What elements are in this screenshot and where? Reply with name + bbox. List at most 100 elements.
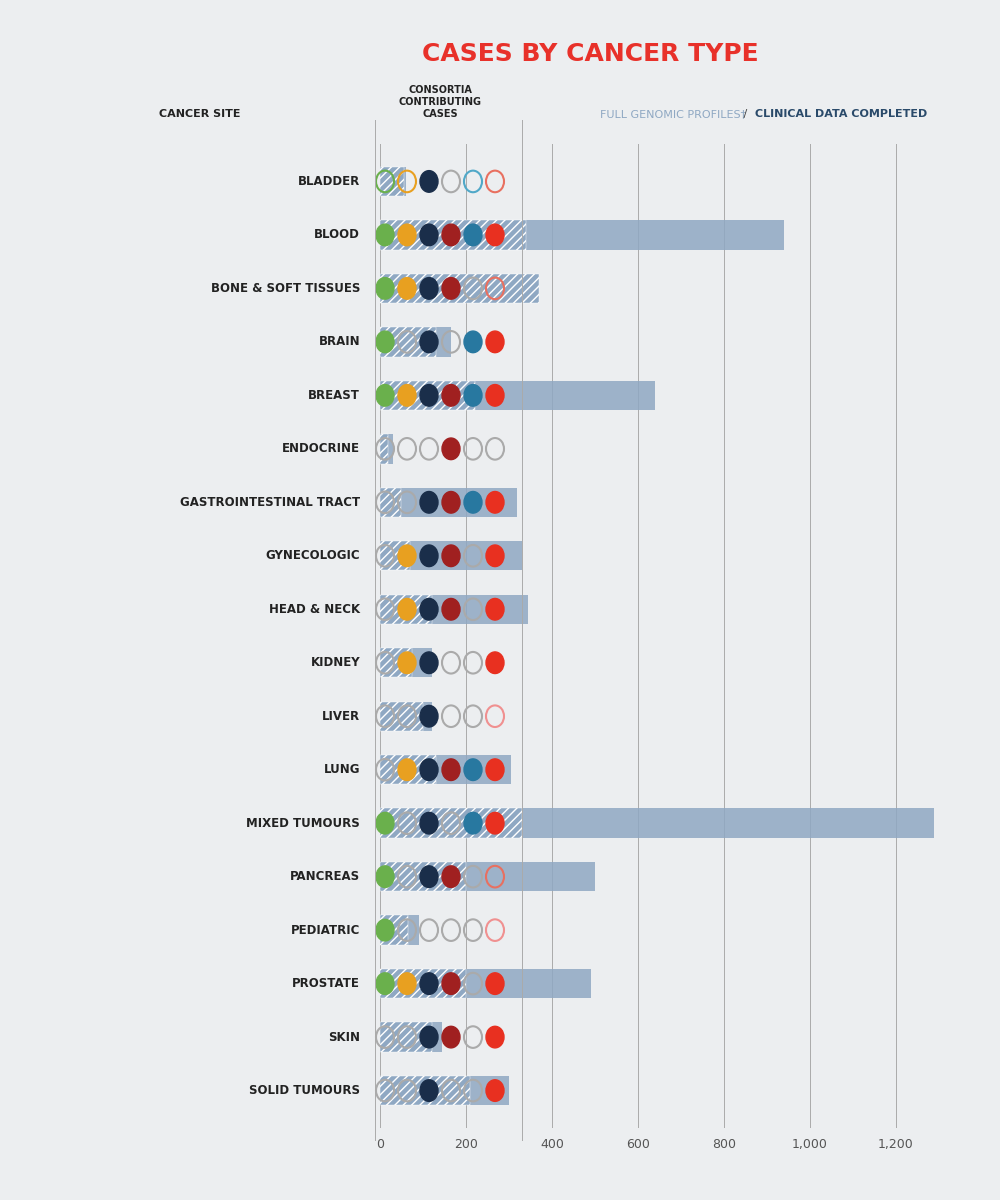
Text: CANCER SITE: CANCER SITE xyxy=(159,109,241,119)
Circle shape xyxy=(486,758,504,780)
Text: BRAIN: BRAIN xyxy=(318,335,360,348)
Text: CLINICAL DATA COMPLETED: CLINICAL DATA COMPLETED xyxy=(755,109,927,119)
Text: GYNECOLOGIC: GYNECOLOGIC xyxy=(265,550,360,563)
Circle shape xyxy=(442,438,460,460)
Circle shape xyxy=(376,866,394,888)
Circle shape xyxy=(398,545,416,566)
Circle shape xyxy=(464,812,482,834)
Circle shape xyxy=(420,492,438,514)
Bar xyxy=(380,968,591,998)
Text: CASES BY CANCER TYPE: CASES BY CANCER TYPE xyxy=(422,42,758,66)
Circle shape xyxy=(420,973,438,995)
Circle shape xyxy=(420,758,438,780)
Text: ENDOCRINE: ENDOCRINE xyxy=(282,443,360,455)
Circle shape xyxy=(486,1026,504,1048)
Text: BREAST: BREAST xyxy=(308,389,360,402)
Circle shape xyxy=(376,224,394,246)
Circle shape xyxy=(398,758,416,780)
Bar xyxy=(380,916,419,944)
Bar xyxy=(380,328,436,356)
Circle shape xyxy=(442,545,460,566)
Bar xyxy=(380,755,436,785)
Bar xyxy=(380,702,432,731)
Circle shape xyxy=(376,919,394,941)
Bar xyxy=(380,167,406,196)
Circle shape xyxy=(420,812,438,834)
Bar xyxy=(380,328,451,356)
Circle shape xyxy=(442,384,460,406)
Circle shape xyxy=(442,492,460,514)
Circle shape xyxy=(420,1080,438,1102)
Text: PROSTATE: PROSTATE xyxy=(292,977,360,990)
Bar xyxy=(380,167,404,196)
Circle shape xyxy=(442,973,460,995)
Circle shape xyxy=(420,1026,438,1048)
Circle shape xyxy=(486,1080,504,1102)
Text: SKIN: SKIN xyxy=(328,1031,360,1044)
Circle shape xyxy=(398,224,416,246)
Bar xyxy=(380,1022,442,1051)
Circle shape xyxy=(486,599,504,620)
Circle shape xyxy=(398,599,416,620)
Bar xyxy=(380,274,539,304)
Bar xyxy=(380,541,410,570)
Bar xyxy=(380,221,784,250)
Text: MIXED TUMOURS: MIXED TUMOURS xyxy=(246,817,360,829)
Circle shape xyxy=(420,331,438,353)
Circle shape xyxy=(486,331,504,353)
Text: LIVER: LIVER xyxy=(322,709,360,722)
Bar xyxy=(380,1022,432,1051)
Circle shape xyxy=(464,224,482,246)
Bar xyxy=(380,648,432,678)
Bar xyxy=(380,221,526,250)
Bar xyxy=(380,380,475,410)
Circle shape xyxy=(442,1026,460,1048)
Circle shape xyxy=(486,812,504,834)
Circle shape xyxy=(420,277,438,299)
Text: KIDNEY: KIDNEY xyxy=(310,656,360,670)
Circle shape xyxy=(398,277,416,299)
Circle shape xyxy=(420,652,438,673)
Circle shape xyxy=(486,384,504,406)
Bar xyxy=(380,1076,509,1105)
Circle shape xyxy=(486,492,504,514)
Circle shape xyxy=(420,599,438,620)
Bar xyxy=(380,274,539,304)
Bar xyxy=(380,487,401,517)
Circle shape xyxy=(464,492,482,514)
Circle shape xyxy=(442,224,460,246)
Bar xyxy=(380,755,511,785)
Circle shape xyxy=(442,277,460,299)
Circle shape xyxy=(376,277,394,299)
Bar xyxy=(380,380,655,410)
Bar xyxy=(380,541,522,570)
Text: GASTROINTESTINAL TRACT: GASTROINTESTINAL TRACT xyxy=(180,496,360,509)
Circle shape xyxy=(486,545,504,566)
Circle shape xyxy=(464,331,482,353)
Circle shape xyxy=(486,652,504,673)
Bar xyxy=(380,862,466,892)
Text: BLADDER: BLADDER xyxy=(298,175,360,188)
Text: FULL GENOMIC PROFILES†: FULL GENOMIC PROFILES† xyxy=(600,109,746,119)
Circle shape xyxy=(486,224,504,246)
Circle shape xyxy=(398,973,416,995)
Circle shape xyxy=(420,224,438,246)
Circle shape xyxy=(420,706,438,727)
Bar xyxy=(380,968,466,998)
Circle shape xyxy=(420,384,438,406)
Circle shape xyxy=(420,545,438,566)
Bar xyxy=(380,1076,470,1105)
Text: PEDIATRIC: PEDIATRIC xyxy=(291,924,360,937)
Bar xyxy=(380,809,522,838)
Circle shape xyxy=(398,652,416,673)
Text: BLOOD: BLOOD xyxy=(314,228,360,241)
Text: LUNG: LUNG xyxy=(324,763,360,776)
Circle shape xyxy=(442,599,460,620)
Bar xyxy=(380,916,408,944)
Bar xyxy=(380,702,423,731)
Bar xyxy=(380,862,595,892)
Text: BONE & SOFT TISSUES: BONE & SOFT TISSUES xyxy=(211,282,360,295)
Text: SOLID TUMOURS: SOLID TUMOURS xyxy=(249,1084,360,1097)
Bar xyxy=(380,434,388,463)
Circle shape xyxy=(442,758,460,780)
